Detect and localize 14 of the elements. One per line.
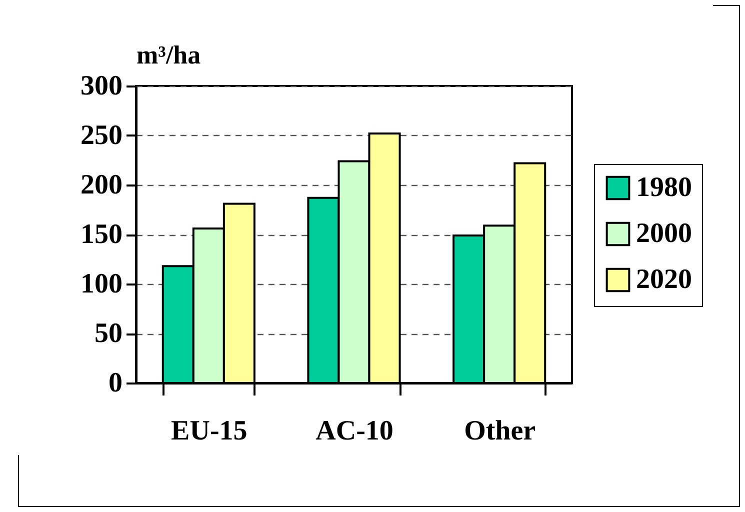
legend-label: 1980 [636, 172, 692, 203]
y-tick-label: 300 [80, 70, 122, 102]
x-tick-label: AC-10 [316, 416, 394, 446]
y-tick-label: 0 [108, 368, 122, 398]
y-tick-label: 250 [80, 120, 122, 151]
y-axis-title: m³/ha [136, 40, 201, 70]
legend-label: 2000 [636, 218, 692, 249]
x-tick-label: EU-15 [171, 416, 248, 446]
y-tick-label: 200 [80, 170, 122, 200]
y-tick-label: 100 [80, 268, 122, 300]
legend-label: 2020 [636, 264, 692, 295]
y-tick-label: 150 [80, 219, 122, 250]
x-tick-label: Other [464, 416, 536, 446]
y-tick-label: 50 [94, 318, 122, 349]
